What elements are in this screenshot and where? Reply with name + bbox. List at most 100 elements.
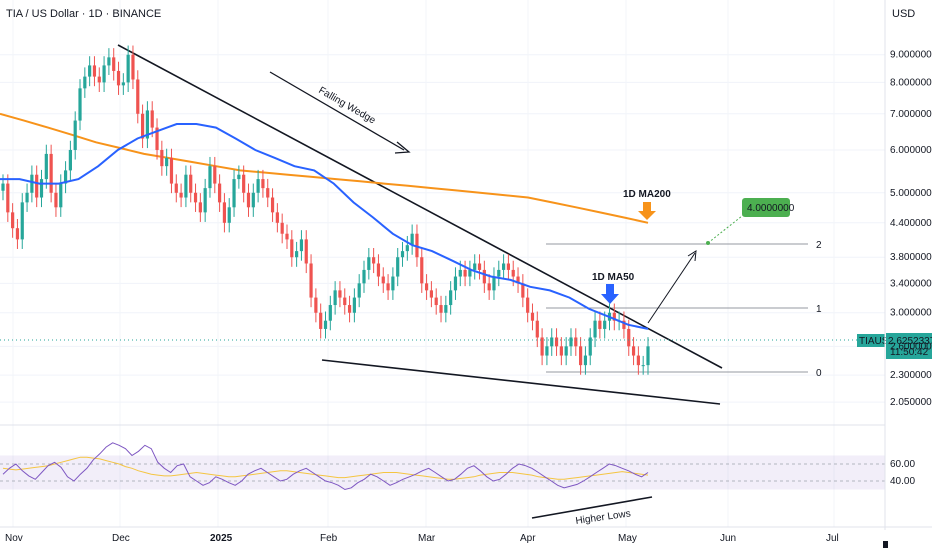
time-tick-label: 2025 <box>210 533 233 544</box>
candle <box>473 263 477 270</box>
candle <box>169 157 174 184</box>
candle <box>107 57 111 66</box>
candle <box>583 355 588 366</box>
candle <box>295 251 299 258</box>
candle <box>198 202 202 213</box>
candle <box>347 305 352 313</box>
candle <box>218 183 222 203</box>
candle <box>20 202 24 240</box>
chart-title: TIA / US Dollar · 1D · BINANCE <box>6 8 162 20</box>
candle <box>323 320 328 329</box>
candle <box>261 179 265 189</box>
candle <box>88 65 92 77</box>
candle <box>506 263 511 270</box>
ma50-series <box>0 123 649 330</box>
candle <box>131 54 135 80</box>
candle <box>526 297 530 313</box>
candle <box>641 365 645 367</box>
candle <box>242 174 246 193</box>
candle <box>83 76 87 89</box>
candle <box>458 269 462 277</box>
symbol-tag-label: TIAUSD <box>859 336 896 347</box>
candle <box>391 276 395 291</box>
candle <box>530 312 535 321</box>
candle <box>189 174 193 193</box>
candle <box>63 170 68 184</box>
candle <box>482 269 486 284</box>
candle <box>39 179 44 198</box>
ma50-label: 1D MA50 <box>592 272 635 283</box>
candle <box>54 192 58 208</box>
rsi-band <box>0 455 885 490</box>
rsi-trendline <box>531 496 653 519</box>
candle <box>593 320 597 338</box>
candle <box>30 174 34 193</box>
candle <box>381 276 385 284</box>
candle <box>266 188 270 198</box>
candle <box>487 283 491 291</box>
price-tick-label: 9.0000000 <box>890 50 932 61</box>
currency-label[interactable]: USD <box>892 8 916 20</box>
rsi-tick-label: 40.00 <box>890 476 915 487</box>
candle <box>299 239 304 252</box>
candle <box>449 290 453 306</box>
candle <box>160 149 164 167</box>
candle <box>574 337 578 347</box>
current-price-value: 2.6252337 <box>888 336 932 347</box>
candle <box>102 65 106 83</box>
time-tick-label: Feb <box>320 533 338 544</box>
candle <box>468 269 472 277</box>
candle <box>434 297 438 306</box>
candle <box>376 263 381 277</box>
candle <box>497 269 501 277</box>
candle <box>516 276 520 284</box>
candle <box>165 157 169 167</box>
candle <box>554 337 559 347</box>
candle <box>35 174 39 198</box>
candle <box>511 269 515 277</box>
wedge-direction-arrow <box>269 71 405 151</box>
scroll-marker <box>883 541 888 548</box>
candle <box>121 82 125 86</box>
candle <box>222 202 227 223</box>
price-tick-label: 3.0000000 <box>890 308 932 319</box>
candle <box>396 257 400 277</box>
candle <box>405 245 409 252</box>
price-tick-label: 7.0000000 <box>890 109 932 120</box>
rsi-tick-label: 60.00 <box>890 459 915 470</box>
candle <box>251 192 255 208</box>
price-tick-label: 3.8000000 <box>890 252 932 263</box>
candle <box>646 346 650 366</box>
price-tick-label: 2.6000000 <box>890 341 932 352</box>
annotations: Falling Wedge 1D MA50 1D MA200 4.0000000 TIA… <box>0 71 932 359</box>
candle <box>304 239 308 264</box>
candle <box>362 269 366 284</box>
candle <box>174 183 178 193</box>
rsi-note: Higher Lows <box>575 508 632 527</box>
price-tick-label: 5.0000000 <box>890 188 932 199</box>
candle <box>333 290 337 306</box>
ma50-arrow-icon <box>601 284 619 304</box>
candle <box>367 257 371 270</box>
candle <box>372 257 376 264</box>
candle <box>357 283 361 298</box>
candle <box>309 263 313 298</box>
candle <box>184 174 188 198</box>
time-tick-label: Jun <box>720 533 736 544</box>
time-tick-label: Dec <box>112 533 130 544</box>
candle <box>15 228 20 240</box>
candle <box>559 346 563 356</box>
candle <box>145 110 150 139</box>
candle <box>290 239 294 258</box>
candle <box>126 54 130 83</box>
candle <box>444 305 448 313</box>
candle <box>492 276 496 291</box>
candle <box>386 283 390 291</box>
candle <box>270 197 275 213</box>
candle <box>314 297 318 313</box>
time-tick-label: Apr <box>520 533 536 544</box>
candle <box>439 305 443 313</box>
candle <box>237 174 241 180</box>
candle <box>415 233 419 258</box>
